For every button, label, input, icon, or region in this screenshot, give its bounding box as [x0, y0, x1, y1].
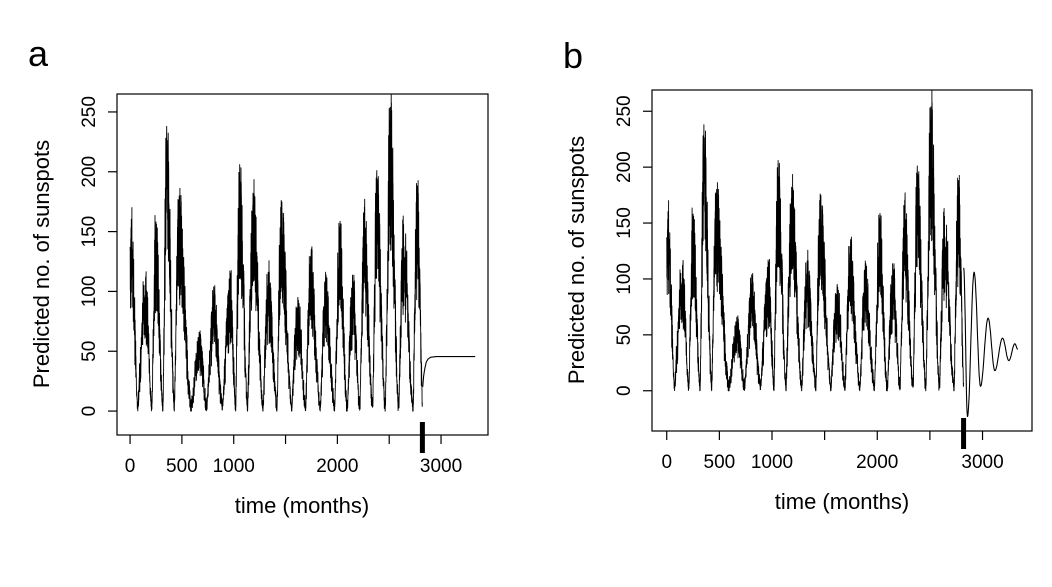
- plot-area: 0 500 1000 2000 3000 0 50 100 150 200 250: [614, 89, 1033, 473]
- series-group: [666, 90, 1019, 418]
- x-axis-tick-label: 3000: [420, 456, 462, 477]
- plot-box: [651, 89, 1033, 432]
- y-axis-tick-label: 50: [79, 341, 100, 362]
- y-axis-tick-label: 150: [614, 207, 635, 239]
- x-axis-tick-label: 500: [166, 456, 198, 477]
- x-axis-tick-label: 1000: [213, 456, 255, 477]
- y-axis-tick-label: 250: [79, 96, 100, 128]
- y-axis-tick-label: 200: [79, 156, 100, 188]
- y-axis-tick-label: 0: [79, 406, 100, 417]
- x-axis-tick-label: 3000: [961, 452, 1003, 473]
- y-axis-tick-label: 100: [614, 263, 635, 295]
- y-axis-title: Predicted no. of sunspots: [29, 140, 54, 388]
- y-axis-tick-label: 150: [79, 216, 100, 248]
- y-axis-tick-label: 50: [614, 324, 635, 345]
- y-axis-tick-label: 0: [614, 385, 635, 396]
- series-group: [129, 94, 476, 412]
- x-axis-tick-label: 500: [704, 452, 736, 473]
- series-training: [129, 94, 423, 412]
- x-axis-tick-label: 1000: [751, 452, 793, 473]
- x-axis-title: time (months): [235, 493, 369, 518]
- x-axis-tick-label: 0: [125, 456, 136, 477]
- x-axis-tick-label: 2000: [316, 456, 358, 477]
- y-axis-title: Predicted no. of sunspots: [564, 136, 589, 384]
- series-prediction: [963, 267, 1019, 418]
- series-training: [666, 90, 965, 392]
- y-axis-tick-label: 250: [614, 95, 635, 127]
- y-axis-tick-label: 200: [614, 151, 635, 183]
- x-axis-tick-label: 0: [661, 452, 672, 473]
- panel-a: a time (months) Predicted no. of sunspot…: [28, 33, 489, 518]
- x-axis-tick-label: 2000: [856, 452, 898, 473]
- y-axis-tick-label: 100: [79, 276, 100, 308]
- panel-b: b time (months) Predicted no. of sunspot…: [563, 35, 1033, 514]
- panel-label: a: [28, 33, 49, 74]
- x-axis-title: time (months): [775, 489, 909, 514]
- plot-area: 0 500 1000 2000 3000 0 50 100 150 200 250: [79, 93, 489, 477]
- plot-box: [116, 93, 489, 436]
- series-prediction: [422, 356, 476, 388]
- panel-label: b: [563, 35, 583, 76]
